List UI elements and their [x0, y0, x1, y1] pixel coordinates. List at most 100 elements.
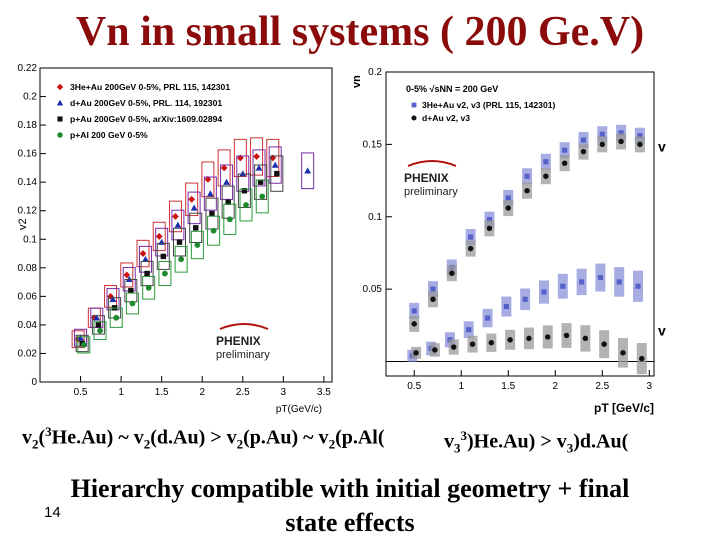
x-tick-label: 1 — [118, 387, 124, 398]
data-point — [562, 147, 568, 153]
y-tick-label: 0.2 — [23, 92, 37, 103]
sys-error-box — [301, 152, 315, 190]
sys-error-box — [255, 179, 269, 214]
data-point — [139, 250, 147, 257]
sys-error-box — [74, 328, 88, 347]
data-point — [599, 131, 605, 137]
data-point — [526, 335, 532, 342]
y-tick-label: 0 — [31, 377, 37, 388]
sys-error-box — [136, 239, 150, 268]
sys-error-box — [220, 164, 234, 200]
data-point — [430, 286, 436, 292]
x-axis-label: pT(GeV/c) — [276, 404, 322, 415]
sys-error-box — [239, 188, 253, 222]
data-point — [145, 284, 152, 291]
cap-text: ( — [38, 426, 46, 449]
data-point — [77, 334, 84, 341]
data-point — [271, 161, 279, 168]
data-point — [223, 178, 230, 185]
x-tick-label: 3.5 — [317, 387, 331, 398]
sys-error-box — [173, 227, 187, 257]
cap-text: v — [22, 426, 32, 449]
data-point — [97, 327, 103, 334]
sys-error-box — [75, 334, 89, 353]
y-tick-label: 0.04 — [18, 320, 38, 331]
y-tick-label: 0.08 — [18, 263, 38, 274]
cap-text: )d.Au( — [573, 430, 629, 453]
legend-entry: d+Au 200GeV 0-5%, PRL. 114, 192301 — [70, 98, 222, 108]
data-point — [210, 227, 217, 234]
cap-sup: 3 — [45, 424, 52, 439]
data-point — [129, 300, 136, 307]
data-point — [541, 289, 547, 295]
sys-error-box — [142, 276, 156, 300]
cap-sub: 2 — [236, 436, 244, 452]
sys-error-box — [189, 212, 203, 243]
cap-text: v — [444, 430, 454, 453]
data-point — [580, 148, 587, 155]
legend-header: 0-5% √sNN = 200 GeV — [406, 84, 498, 94]
y-tick-label: 0.02 — [18, 348, 38, 359]
y-tick-label: 0.18 — [18, 120, 38, 131]
y-tick-label: 0.15 — [363, 139, 383, 150]
page-number: 14 — [44, 504, 61, 521]
x-tick-label: 2.5 — [595, 381, 609, 392]
caption-v3-hierarchy: v33)He.Au) > v3)d.Au( — [444, 428, 628, 457]
data-point — [599, 141, 606, 148]
conclusion-text: Hierarchy compatible with initial geomet… — [30, 472, 670, 540]
data-point — [618, 130, 624, 136]
y-tick-label: 0.06 — [18, 291, 38, 302]
data-point — [466, 327, 472, 333]
data-point — [561, 160, 568, 166]
x-tick-label: 0.5 — [74, 387, 88, 398]
y-tick-label: 0.1 — [368, 212, 382, 223]
data-point — [450, 344, 457, 350]
legend-marker — [411, 115, 417, 121]
data-point — [618, 138, 624, 145]
y-axis-label: v2 — [17, 218, 29, 230]
legend-marker — [57, 132, 63, 138]
y-axis-label: vn — [351, 75, 363, 88]
sys-error-box — [104, 285, 118, 308]
data-point — [560, 283, 566, 289]
data-point — [580, 137, 587, 143]
sys-error-box — [268, 146, 282, 184]
data-point — [144, 270, 150, 277]
data-point — [174, 221, 182, 228]
data-point — [543, 159, 549, 165]
data-point — [241, 188, 248, 194]
data-point — [484, 315, 491, 321]
y-tick-label: 0.1 — [23, 234, 37, 245]
data-point — [109, 295, 117, 302]
data-point — [430, 296, 436, 302]
y-tick-label: 0.14 — [18, 177, 38, 188]
sys-error-box — [254, 164, 268, 200]
data-point — [505, 205, 511, 211]
phenix-wing-icon — [219, 323, 269, 330]
data-point — [125, 275, 133, 282]
cap-sub: 2 — [143, 436, 151, 452]
data-point — [206, 190, 214, 197]
phenix-logo-text: PHENIX — [404, 171, 449, 185]
data-point — [155, 233, 163, 240]
data-point — [469, 341, 476, 347]
legend-entry: 3He+Au v2, v3 (PRL 115, 142301) — [422, 100, 556, 110]
data-point — [259, 193, 266, 200]
data-point — [432, 347, 438, 353]
y-tick-label: 0.22 — [18, 63, 38, 74]
data-point — [162, 270, 168, 277]
x-tick-label: 2 — [552, 381, 558, 392]
sys-error-box — [252, 149, 266, 187]
data-point — [142, 255, 149, 262]
cap-text: (d.Au) > v — [150, 426, 237, 449]
sys-error-box — [158, 260, 172, 287]
data-point — [488, 339, 495, 346]
phenix-logo-text: PHENIX — [216, 334, 261, 348]
sys-error-box — [77, 336, 91, 354]
left-v2-plot: 0 0.02 0.04 0.06 0.08 0.1 0.12 0.14 0.16 0.18 0.2 0… — [14, 60, 354, 420]
x-axis-label: pT [GeV/c] — [594, 401, 654, 415]
data-point — [579, 279, 585, 285]
data-point — [178, 256, 185, 263]
sys-error-box — [185, 182, 199, 217]
data-point — [220, 164, 228, 172]
